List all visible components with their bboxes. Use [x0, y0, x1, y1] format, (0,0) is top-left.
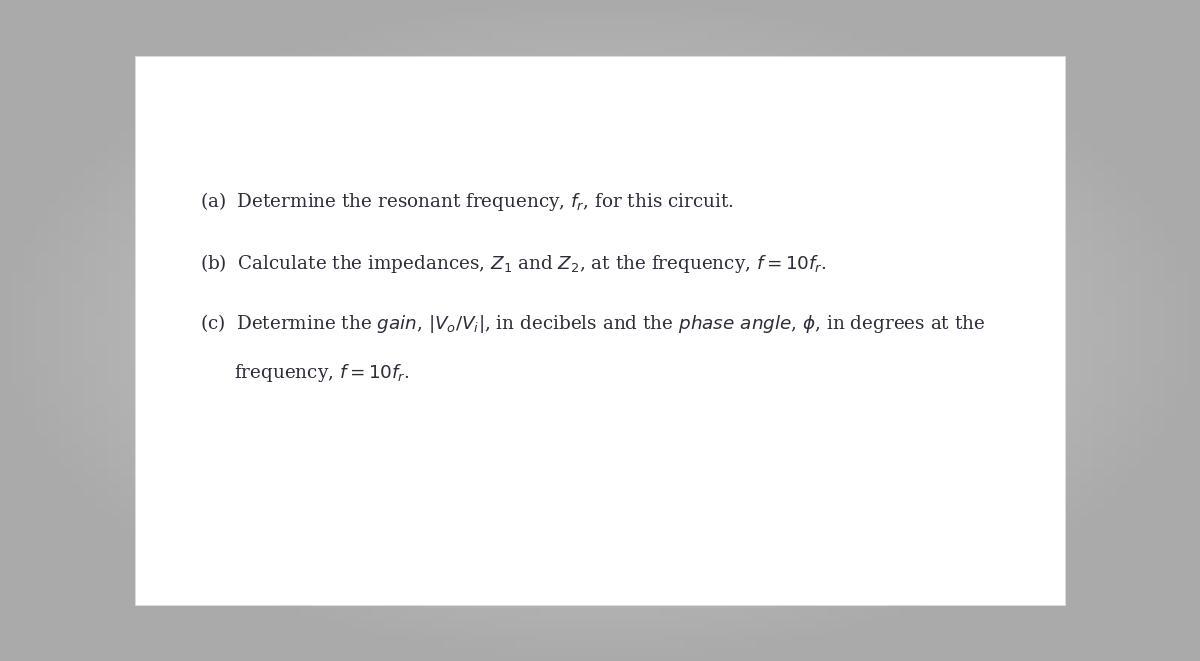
- Text: (b)  Calculate the impedances, $Z_1$ and $Z_2$, at the frequency, $f = 10f_r$.: (b) Calculate the impedances, $Z_1$ and …: [200, 252, 827, 274]
- Text: (c)  Determine the $\mathit{gain}$, $|V_o/V_i|$, in decibels and the $\mathit{ph: (c) Determine the $\mathit{gain}$, $|V_o…: [200, 313, 985, 335]
- Text: (a)  Determine the resonant frequency, $f_r$, for this circuit.: (a) Determine the resonant frequency, $f…: [200, 190, 734, 213]
- Text: frequency, $f = 10f_r$.: frequency, $f = 10f_r$.: [234, 362, 410, 385]
